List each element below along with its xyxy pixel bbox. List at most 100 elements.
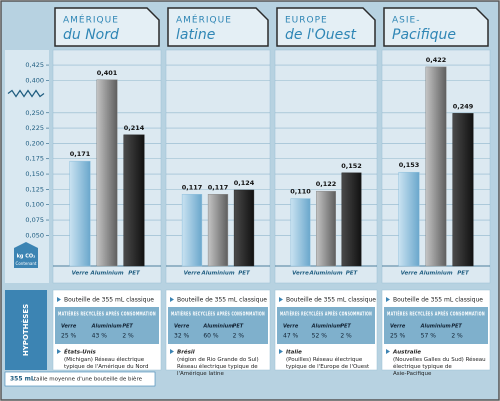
recycled-title: MATIÈRES RECYCLÉES APRÈS CONSOMMATION [58, 310, 156, 318]
bottle: Bouteille de 355 mL classique [177, 297, 267, 304]
category-label: PET [346, 271, 359, 277]
recycled-share: 2 % [122, 333, 134, 340]
place: Italie [286, 350, 302, 356]
unit-badge [14, 242, 38, 268]
y-tick-label: 0,125 [25, 185, 44, 193]
bar [452, 113, 474, 267]
hypotheses-label: HYPOTHÈSES [21, 304, 30, 356]
material: PET [233, 324, 244, 330]
header-top: EUROPE [285, 16, 328, 26]
place: Australie [392, 350, 421, 356]
y-unit-sub: Contenant [16, 261, 37, 266]
category-label: Aluminium [200, 271, 234, 277]
header-tab [276, 7, 376, 47]
bar [181, 194, 203, 267]
material: Verre [283, 324, 299, 330]
category-label: Verre [401, 271, 418, 277]
bullet [386, 297, 390, 302]
category-label: Verre [292, 271, 309, 277]
bullet [279, 297, 283, 302]
header-bottom: Pacifique [392, 27, 456, 43]
place: États-Unis [64, 348, 97, 356]
hypotheses-tab [5, 290, 47, 370]
y-tick-label: 0,400 [25, 76, 44, 84]
recycled-band [384, 307, 488, 344]
y-tick-label: 0,425 [25, 61, 44, 69]
header-bottom: de l'Ouest [285, 27, 356, 43]
recycled-title: MATIÈRES RECYCLÉES APRÈS CONSOMMATION [171, 310, 265, 318]
value-label: 0,214 [124, 124, 145, 132]
recycled-title: MATIÈRES RECYCLÉES APRÈS CONSOMMATION [387, 310, 485, 318]
y-unit: kg CO₂ [17, 254, 36, 260]
recycled-share: 2 % [340, 333, 352, 340]
y-tick-label: 0,250 [25, 109, 44, 117]
place-detail-line: (Nouvelles Galles du Sud) Réseau [393, 356, 486, 363]
recycled-share: 57 % [421, 333, 437, 340]
header-tab [167, 7, 269, 47]
place-detail: (région de Rio Grande do Sul) Réseau élec… [177, 356, 259, 377]
header-bottom: latine [176, 27, 215, 43]
place-detail-line: typique de l'Europe de l'Ouest [286, 364, 370, 370]
recycled-share: 52 % [312, 333, 328, 340]
recycled-share: 25 % [390, 333, 406, 340]
value-label: 0,401 [97, 69, 118, 77]
bar [316, 190, 336, 267]
value-label: 0,152 [341, 162, 362, 170]
y-tick-label: 0,050 [25, 231, 44, 239]
header-top: ASIE- [392, 16, 420, 26]
bottle: Bouteille de 355 mL classique [286, 297, 376, 304]
recycled-share: 25 % [61, 333, 77, 340]
recycled-share: 2 % [233, 333, 245, 340]
bar [290, 198, 311, 267]
recycled-share: 32 % [174, 333, 190, 340]
y-tick-label: 0,225 [25, 124, 44, 132]
footnote-bold: 355 mL [10, 376, 35, 383]
value-label: 0,117 [208, 183, 229, 191]
place-detail-line: (région de Rio Grande do Sul) [177, 356, 259, 363]
place-detail-line: Asie-Pacifique [393, 371, 432, 377]
place-detail-line: l'Amérique latine [177, 370, 225, 377]
category-label: PET [128, 271, 141, 277]
material: Verre [61, 324, 77, 330]
header-top: AMÉRIQUE [176, 14, 232, 26]
header-bottom: du Nord [63, 27, 119, 43]
material: Aluminium [91, 324, 122, 330]
value-label: 0,117 [182, 183, 203, 191]
recycled-title: MATIÈRES RECYCLÉES APRÈS CONSOMMATION [280, 310, 372, 318]
y-tick-label: 0,075 [25, 216, 44, 224]
category-label: PET [457, 271, 470, 277]
value-label: 0,122 [316, 180, 337, 188]
bullet [386, 349, 390, 354]
material: Aluminium [311, 324, 342, 330]
place-detail-line: électrique typique de [393, 363, 452, 370]
value-label: 0,124 [234, 179, 255, 187]
bar [398, 171, 420, 267]
bar [425, 66, 447, 267]
value-label: 0,171 [70, 150, 91, 158]
y-tick-label: 0,200 [25, 139, 44, 147]
header-tab [383, 7, 489, 47]
recycled-band [277, 307, 375, 344]
recycled-share: 43 % [92, 333, 108, 340]
material: Verre [390, 324, 406, 330]
value-label: 0,249 [453, 102, 474, 110]
place-detail: (Michigan) Réseau électrique typique de l… [64, 356, 148, 370]
category-label: Aluminium [89, 271, 123, 277]
value-label: 0,110 [290, 188, 311, 196]
bar [96, 79, 118, 267]
material: PET [451, 324, 462, 330]
material: PET [122, 324, 133, 330]
footnote-text: taille moyenne d'une bouteille de bière [34, 376, 143, 383]
bullet [279, 349, 283, 354]
bar [341, 172, 362, 267]
place-detail-line: Réseau électrique typique de [177, 363, 258, 370]
y-tick-label: 0,175 [25, 155, 44, 163]
category-label: PET [238, 271, 251, 277]
bar [233, 189, 255, 267]
header-tab [54, 7, 160, 47]
place-detail-line: (Pouilles) Réseau électrique [286, 356, 363, 363]
recycled-band [55, 307, 159, 344]
footnote-box [4, 371, 156, 387]
category-label: Verre [72, 271, 89, 277]
